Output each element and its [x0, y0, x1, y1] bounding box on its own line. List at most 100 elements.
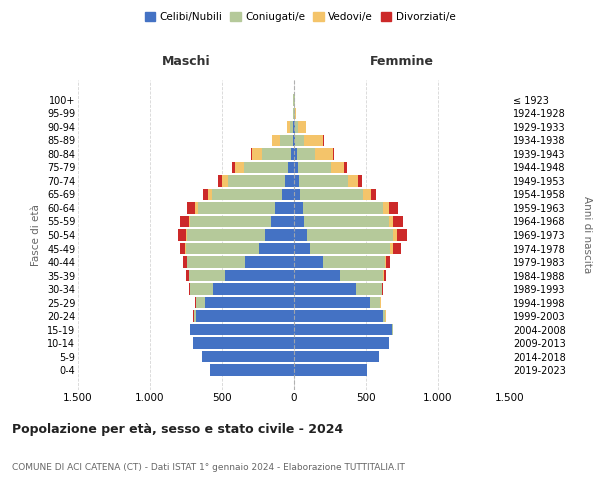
- Bar: [394, 230, 397, 240]
- Bar: [272, 134, 280, 146]
- Bar: [299, 175, 348, 186]
- Bar: [293, 108, 294, 119]
- Bar: [283, 188, 294, 200]
- Y-axis label: Fasce di età: Fasce di età: [31, 204, 41, 266]
- Bar: [382, 284, 383, 295]
- Bar: [286, 175, 294, 186]
- Bar: [344, 162, 347, 173]
- Bar: [391, 243, 392, 254]
- Text: Popolazione per età, sesso e stato civile - 2024: Popolazione per età, sesso e stato civil…: [12, 422, 343, 436]
- Bar: [298, 162, 331, 173]
- Bar: [294, 134, 295, 146]
- Bar: [228, 175, 286, 186]
- Bar: [294, 216, 304, 227]
- Bar: [293, 121, 294, 132]
- Bar: [275, 202, 294, 213]
- Bar: [296, 148, 316, 160]
- Bar: [179, 243, 185, 254]
- Bar: [185, 243, 186, 254]
- Bar: [294, 324, 392, 336]
- Bar: [294, 188, 300, 200]
- Bar: [189, 270, 225, 281]
- Bar: [294, 256, 323, 268]
- Bar: [187, 230, 265, 240]
- Bar: [294, 270, 340, 281]
- Bar: [232, 162, 235, 173]
- Bar: [195, 297, 196, 308]
- Bar: [304, 134, 323, 146]
- Bar: [203, 188, 208, 200]
- Bar: [383, 310, 385, 322]
- Bar: [294, 338, 389, 349]
- Y-axis label: Anni di nascita: Anni di nascita: [583, 196, 592, 274]
- Bar: [323, 256, 385, 268]
- Bar: [218, 175, 222, 186]
- Bar: [251, 148, 252, 160]
- Bar: [304, 216, 389, 227]
- Bar: [356, 284, 382, 295]
- Bar: [294, 230, 307, 240]
- Bar: [294, 148, 296, 160]
- Bar: [190, 324, 294, 336]
- Bar: [294, 121, 295, 132]
- Bar: [370, 297, 380, 308]
- Bar: [392, 243, 401, 254]
- Bar: [295, 121, 298, 132]
- Bar: [186, 270, 188, 281]
- Bar: [214, 284, 294, 295]
- Bar: [287, 121, 290, 132]
- Bar: [332, 148, 334, 160]
- Bar: [187, 256, 245, 268]
- Bar: [340, 270, 383, 281]
- Bar: [385, 256, 386, 268]
- Bar: [196, 297, 205, 308]
- Bar: [262, 148, 291, 160]
- Bar: [222, 175, 228, 186]
- Bar: [394, 216, 403, 227]
- Bar: [187, 202, 194, 213]
- Bar: [190, 284, 214, 295]
- Bar: [371, 188, 376, 200]
- Bar: [208, 188, 212, 200]
- Legend: Celibi/Nubili, Coniugati/e, Vedovi/e, Divorziati/e: Celibi/Nubili, Coniugati/e, Vedovi/e, Di…: [140, 8, 460, 26]
- Bar: [298, 121, 305, 132]
- Bar: [186, 243, 259, 254]
- Bar: [294, 108, 295, 119]
- Bar: [397, 230, 407, 240]
- Bar: [180, 216, 189, 227]
- Bar: [302, 202, 383, 213]
- Bar: [294, 284, 356, 295]
- Bar: [212, 188, 283, 200]
- Bar: [316, 148, 332, 160]
- Bar: [244, 162, 288, 173]
- Bar: [225, 270, 294, 281]
- Text: COMUNE DI ACI CATENA (CT) - Dati ISTAT 1° gennaio 2024 - Elaborazione TUTTITALIA: COMUNE DI ACI CATENA (CT) - Dati ISTAT 1…: [12, 462, 405, 471]
- Bar: [294, 175, 299, 186]
- Bar: [190, 216, 271, 227]
- Bar: [265, 230, 294, 240]
- Bar: [271, 216, 294, 227]
- Bar: [310, 243, 391, 254]
- Bar: [294, 243, 310, 254]
- Bar: [384, 270, 386, 281]
- Bar: [294, 351, 379, 362]
- Bar: [348, 175, 358, 186]
- Bar: [295, 108, 296, 119]
- Bar: [294, 364, 367, 376]
- Bar: [383, 270, 384, 281]
- Bar: [193, 338, 294, 349]
- Bar: [293, 134, 294, 146]
- Bar: [300, 188, 363, 200]
- Bar: [280, 134, 293, 146]
- Bar: [194, 310, 196, 322]
- Bar: [202, 351, 294, 362]
- Bar: [294, 202, 302, 213]
- Bar: [294, 162, 298, 173]
- Bar: [386, 256, 390, 268]
- Bar: [288, 162, 294, 173]
- Bar: [196, 310, 294, 322]
- Bar: [189, 216, 190, 227]
- Bar: [331, 162, 344, 173]
- Bar: [235, 162, 244, 173]
- Bar: [358, 175, 362, 186]
